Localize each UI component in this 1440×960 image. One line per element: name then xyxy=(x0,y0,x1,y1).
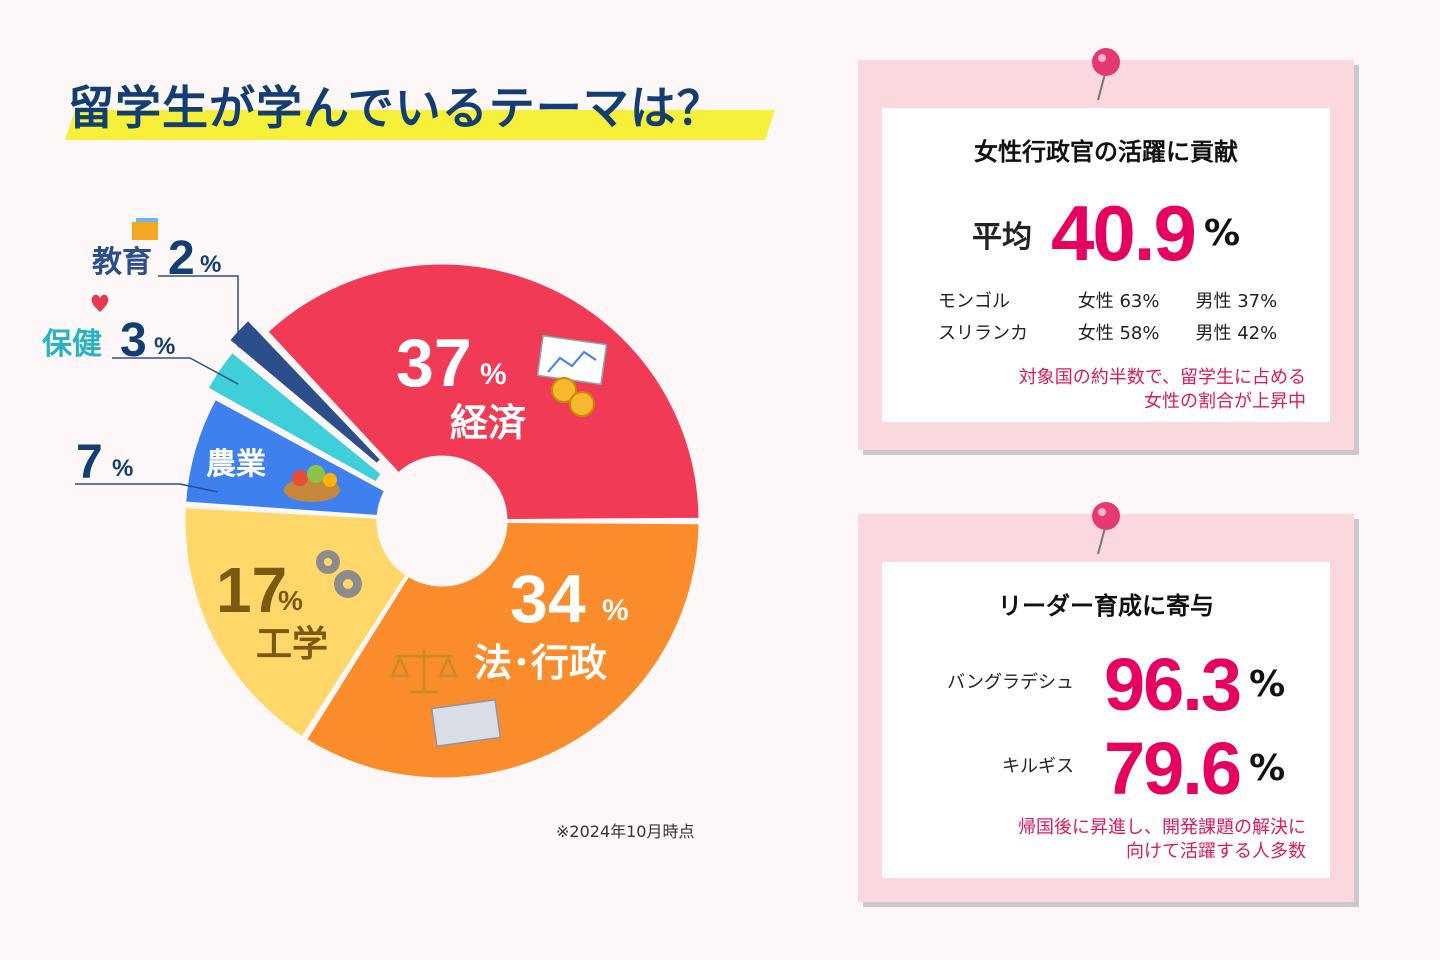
health-value: 3 xyxy=(120,314,147,367)
female-ratio: 女性 63% xyxy=(1077,291,1160,312)
slice-engineering xyxy=(182,505,410,740)
average-value: 40.9 xyxy=(1051,189,1197,277)
male-ratio: 男性 37% xyxy=(1195,291,1278,312)
male-ratio: 男性 42% xyxy=(1195,323,1278,344)
donut-slices xyxy=(182,261,702,781)
book-icon xyxy=(132,218,158,240)
slice-education xyxy=(226,316,384,467)
card-heading: 女性行政官の活躍に貢献 xyxy=(882,132,1330,167)
slice-labels: 37 % 経済 34 % 法･行政 17 % 工学 農業 7 % 保健 3 % … xyxy=(42,232,629,685)
leader-lines xyxy=(75,275,263,493)
women-officials-card: 女性行政官の活躍に貢献 平均 40.9 % モンゴル 女性 63% 男性 37%… xyxy=(858,48,1354,450)
slice-economy xyxy=(264,261,702,523)
stats-row: スリランカ 女性 58% 男性 42% xyxy=(938,318,1277,350)
country-name: バングラデシュ xyxy=(947,672,1074,693)
date-note: ※2024年10月時点 xyxy=(556,822,695,841)
law-label: 法･行政 xyxy=(474,641,607,685)
country-name: キルギス xyxy=(1002,756,1074,777)
rate-pct: % xyxy=(1249,748,1286,789)
leader-line-health xyxy=(112,357,239,385)
pushpin-icon xyxy=(1092,502,1120,555)
law-value: 34 xyxy=(510,561,586,637)
rate-value: 96.3 xyxy=(1104,643,1242,726)
country-name: モンゴル xyxy=(938,291,1010,312)
rate-value: 79.6 xyxy=(1104,727,1242,810)
country-name: スリランカ xyxy=(938,323,1028,344)
card-heading-text: リーダー育成に寄与 xyxy=(998,592,1214,620)
chart-graph-icon xyxy=(536,334,608,386)
agriculture-value: 7 xyxy=(76,436,103,489)
average-row: 平均 40.9 % xyxy=(882,188,1330,279)
scales-icon xyxy=(390,650,458,694)
country-stats: モンゴル 女性 63% 男性 37% スリランカ 女性 58% 男性 42% xyxy=(938,286,1277,350)
education-label: 教育 xyxy=(92,245,152,280)
coin-icon xyxy=(551,377,595,417)
engineering-label: 工学 xyxy=(256,623,328,665)
average-pct: % xyxy=(1203,213,1241,254)
page-title: 留学生が学んでいるテーマは？ xyxy=(68,81,724,135)
engineering-value: 17 xyxy=(216,554,287,626)
rate-row: バングラデシュ 96.3 % xyxy=(882,642,1330,726)
law-pct: % xyxy=(602,594,629,627)
average-label: 平均 xyxy=(971,219,1032,255)
rate-pct: % xyxy=(1249,664,1286,705)
heart-icon xyxy=(91,294,109,312)
card-note: 対象国の約半数で、留学生に占める 女性の割合が上昇中 xyxy=(1018,367,1306,412)
card-heading: リーダー育成に寄与 xyxy=(882,586,1330,621)
slice-health xyxy=(204,349,385,486)
leader-line-education xyxy=(158,275,263,361)
health-label: 保健 xyxy=(42,327,102,362)
card-body: 女性行政官の活躍に貢献 平均 40.9 % モンゴル 女性 63% 男性 37%… xyxy=(882,108,1330,422)
agriculture-pct: % xyxy=(112,455,133,482)
rate-row: キルギス 79.6 % xyxy=(882,726,1330,810)
title-block: 留学生が学んでいるテーマは？ xyxy=(60,72,780,144)
slice-law xyxy=(303,519,702,781)
gear-icon xyxy=(316,550,362,598)
vegetable-basket-icon xyxy=(284,465,340,502)
education-value: 2 xyxy=(168,232,195,285)
card-body: リーダー育成に寄与 バングラデシュ 96.3 % キルギス 79.6 % 帰国後… xyxy=(882,562,1330,878)
stats-row: モンゴル 女性 63% 男性 37% xyxy=(938,286,1277,318)
card-note: 帰国後に昇進し、開発課題の解決に 向けて活躍する人多数 xyxy=(1018,817,1306,862)
economy-pct: % xyxy=(480,358,507,391)
pushpin-icon xyxy=(1092,48,1120,101)
female-ratio: 女性 58% xyxy=(1077,323,1160,344)
education-pct: % xyxy=(200,251,221,278)
card-heading-text: 女性行政官の活躍に貢献 xyxy=(974,138,1238,166)
agriculture-label: 農業 xyxy=(206,447,266,482)
building-icon xyxy=(430,698,502,748)
economy-label: 経済 xyxy=(450,401,527,445)
leader-development-card: リーダー育成に寄与 バングラデシュ 96.3 % キルギス 79.6 % 帰国後… xyxy=(858,502,1354,902)
engineering-pct: % xyxy=(278,585,303,616)
economy-value: 37 xyxy=(396,325,472,401)
leader-line-agriculture xyxy=(75,483,219,493)
health-pct: % xyxy=(154,333,175,360)
